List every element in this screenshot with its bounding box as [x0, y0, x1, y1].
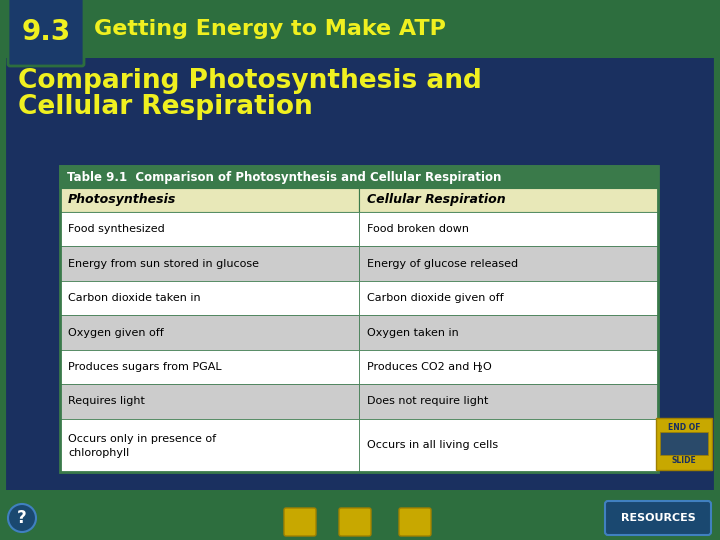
Text: Carbon dioxide given off: Carbon dioxide given off: [367, 293, 503, 303]
Text: Carbon dioxide taken in: Carbon dioxide taken in: [68, 293, 201, 303]
Bar: [0, 490, 720, 540]
Bar: [60, 315, 359, 350]
Bar: [359, 384, 658, 418]
Bar: [359, 246, 658, 281]
Text: Does not require light: Does not require light: [367, 396, 488, 407]
Circle shape: [8, 504, 36, 532]
Bar: [0, 0, 720, 58]
Text: Energy of glucose released: Energy of glucose released: [367, 259, 518, 269]
Bar: [359, 212, 658, 246]
Bar: [60, 166, 658, 472]
Text: Requires light: Requires light: [68, 396, 145, 407]
FancyBboxPatch shape: [605, 501, 711, 535]
Bar: [359, 418, 658, 472]
FancyBboxPatch shape: [4, 54, 716, 502]
Text: Table 9.1  Comparison of Photosynthesis and Cellular Respiration: Table 9.1 Comparison of Photosynthesis a…: [67, 171, 501, 184]
Text: Energy from sun stored in glucose: Energy from sun stored in glucose: [68, 259, 259, 269]
Text: Food broken down: Food broken down: [367, 224, 469, 234]
Text: Oxygen given off: Oxygen given off: [68, 328, 163, 338]
Text: Photosynthesis: Photosynthesis: [68, 193, 176, 206]
Text: 2: 2: [477, 365, 482, 374]
Bar: [60, 188, 359, 212]
Bar: [359, 315, 658, 350]
Text: END OF: END OF: [667, 423, 701, 432]
FancyBboxPatch shape: [284, 508, 316, 536]
Bar: [60, 418, 359, 472]
Bar: [60, 281, 359, 315]
Text: Comparing Photosynthesis and: Comparing Photosynthesis and: [18, 68, 482, 94]
Bar: [60, 246, 359, 281]
Text: 9.3: 9.3: [22, 18, 71, 46]
Bar: [359, 188, 658, 212]
Bar: [60, 166, 658, 188]
FancyBboxPatch shape: [8, 0, 84, 66]
Bar: [660, 432, 708, 455]
Bar: [656, 418, 712, 470]
Bar: [60, 212, 359, 246]
FancyBboxPatch shape: [399, 508, 431, 536]
Text: Oxygen taken in: Oxygen taken in: [367, 328, 459, 338]
Bar: [359, 281, 658, 315]
Text: Produces sugars from PGAL: Produces sugars from PGAL: [68, 362, 222, 372]
Text: Produces CO2 and H: Produces CO2 and H: [367, 362, 481, 372]
Text: chlorophyll: chlorophyll: [68, 448, 130, 458]
Text: Occurs in all living cells: Occurs in all living cells: [367, 440, 498, 450]
Bar: [60, 350, 359, 384]
Text: Occurs only in presence of: Occurs only in presence of: [68, 434, 216, 444]
Text: Cellular Respiration: Cellular Respiration: [18, 94, 312, 120]
Text: ?: ?: [17, 509, 27, 527]
Bar: [359, 350, 658, 384]
Text: SLIDE: SLIDE: [672, 456, 696, 465]
Bar: [60, 384, 359, 418]
FancyBboxPatch shape: [339, 508, 371, 536]
Text: RESOURCES: RESOURCES: [621, 513, 696, 523]
Text: Getting Energy to Make ATP: Getting Energy to Make ATP: [94, 19, 446, 39]
Text: Cellular Respiration: Cellular Respiration: [367, 193, 505, 206]
Text: O: O: [482, 362, 490, 372]
Text: Food synthesized: Food synthesized: [68, 224, 165, 234]
